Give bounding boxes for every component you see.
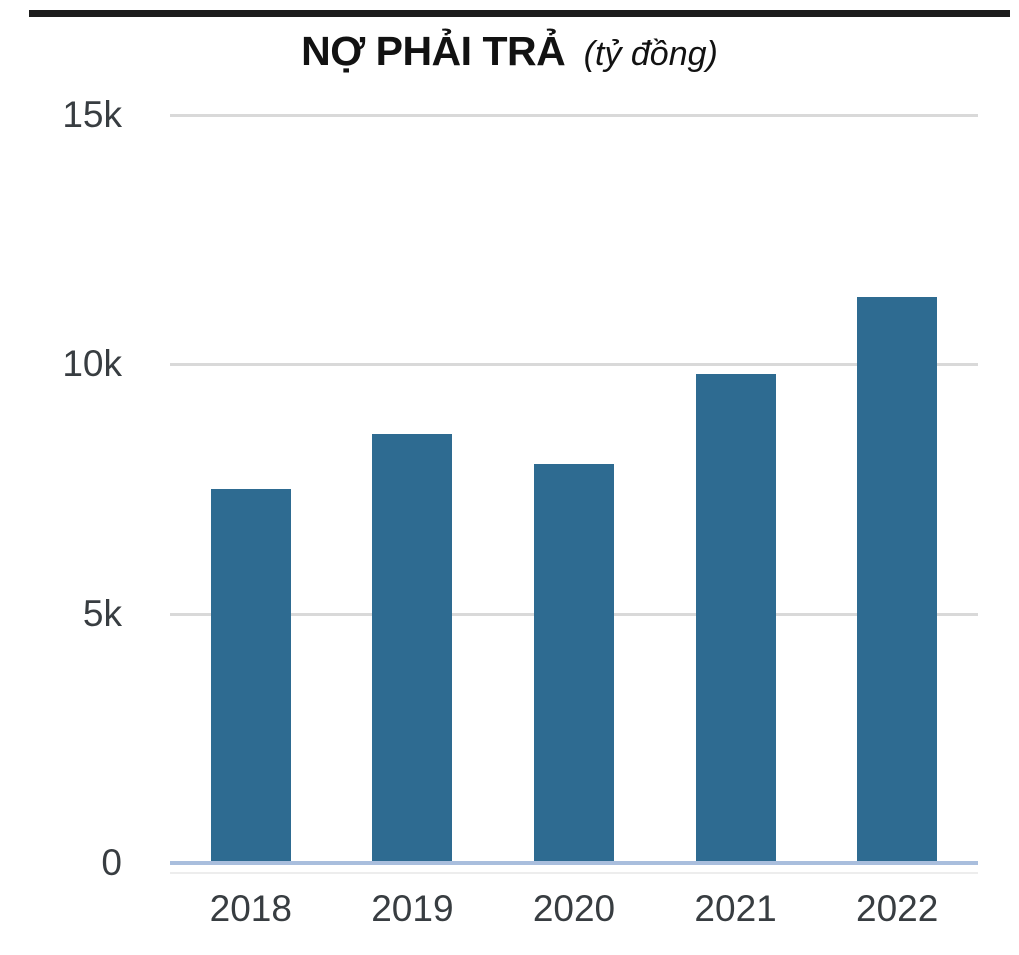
plot-area xyxy=(170,114,978,874)
x-axis-baseline xyxy=(170,861,978,865)
x-tick-label-2018: 2018 xyxy=(209,888,292,929)
x-tick-label-2020: 2020 xyxy=(532,888,616,929)
x-tick-label-2022: 2022 xyxy=(856,888,939,929)
bar-2022 xyxy=(857,297,938,863)
y-tick-label-5k: 5k xyxy=(82,592,122,634)
x-tick-label-2019: 2019 xyxy=(371,888,454,929)
bar-2018 xyxy=(210,489,291,863)
gridline-10k xyxy=(170,363,978,367)
y-tick-label-15k: 15k xyxy=(62,94,122,135)
gridline-15k xyxy=(170,114,978,117)
top-rule xyxy=(29,10,1010,17)
chart-title: NỢ PHẢI TRẢ (tỷ đồng) xyxy=(0,28,1019,75)
bar-2020 xyxy=(534,464,614,863)
bar-2019 xyxy=(372,434,453,863)
y-tick-label-0: 0 xyxy=(101,842,122,883)
chart-title-text: NỢ PHẢI TRẢ xyxy=(301,28,566,74)
bar-2021 xyxy=(695,374,776,863)
axis-shadow-line xyxy=(170,872,978,874)
y-tick-label-10k: 10k xyxy=(62,343,122,385)
x-tick-label-2021: 2021 xyxy=(694,888,777,929)
chart-unit-note: (tỷ đồng) xyxy=(583,35,718,73)
x-axis-labels: 2018 2019 2020 2021 2022 xyxy=(170,884,978,934)
